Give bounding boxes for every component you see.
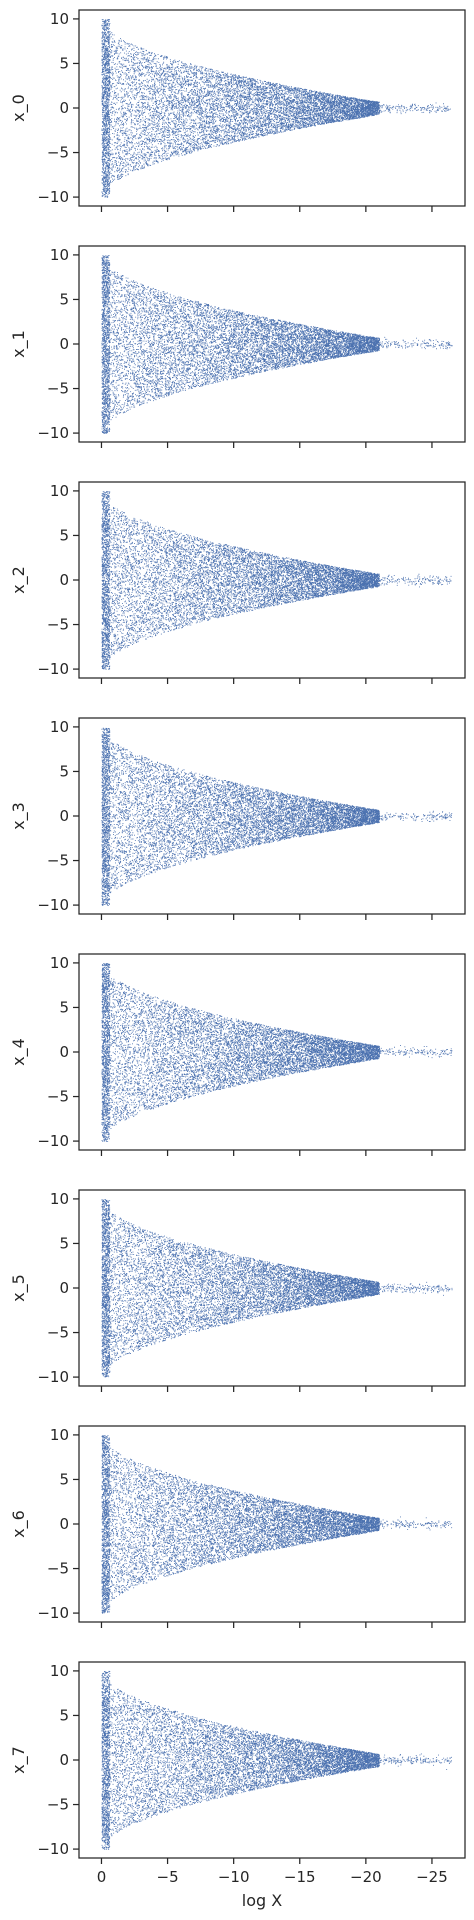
point-cloud <box>101 963 453 1142</box>
y-tick-label: −10 <box>37 1604 69 1622</box>
y-tick-label: 5 <box>59 290 69 308</box>
y-axis-label: x_4 <box>9 1038 29 1066</box>
y-tick-label: 5 <box>59 998 69 1016</box>
y-tick-label: 10 <box>50 1190 69 1208</box>
y-axis-label: x_0 <box>9 94 29 122</box>
y-tick-label: 5 <box>59 1234 69 1252</box>
y-axis-label: x_2 <box>9 566 29 594</box>
x-axis-label: log X <box>242 1891 282 1910</box>
scatter-points <box>101 1670 452 1850</box>
panel-x_5: 10 5 0 −5 −10 x_5 <box>9 1189 466 1392</box>
y-tick-label: −5 <box>47 1560 69 1578</box>
panel-x_6: 10 5 0 −5 −10 x_6 <box>9 1425 466 1628</box>
y-tick-label: −5 <box>47 380 69 398</box>
y-tick-label: 0 <box>59 1751 69 1769</box>
y-tick-label: −10 <box>37 1368 69 1386</box>
point-cloud <box>101 491 452 670</box>
x-tick-label: −15 <box>284 1868 316 1886</box>
y-tick-label: 0 <box>59 807 69 825</box>
y-axis-label: x_3 <box>9 802 29 830</box>
y-tick-label: −5 <box>47 616 69 634</box>
axes-frame <box>78 717 466 915</box>
x-tick-label: 0 <box>97 1868 107 1886</box>
y-tick-label: 5 <box>59 54 69 72</box>
y-tick-label: −5 <box>47 1796 69 1814</box>
panel-x_4: 10 5 0 −5 −10 x_4 <box>9 953 466 1156</box>
y-axis-label: x_5 <box>9 1274 29 1302</box>
y-tick-label: −5 <box>47 144 69 162</box>
y-tick-label: 10 <box>50 246 69 264</box>
scatter-points <box>101 491 452 670</box>
y-tick-label: 0 <box>59 99 69 117</box>
panel-x_3: 10 5 0 −5 −10 x_3 <box>9 717 466 920</box>
y-tick-label: −10 <box>37 660 69 678</box>
y-tick-label: 0 <box>59 1279 69 1297</box>
y-tick-label: 5 <box>59 1706 69 1724</box>
y-tick-label: 0 <box>59 571 69 589</box>
y-tick-label: −10 <box>37 424 69 442</box>
y-tick-label: −5 <box>47 1088 69 1106</box>
y-tick-label: 10 <box>50 482 69 500</box>
scatter-points <box>101 727 453 906</box>
y-tick-label: 10 <box>50 718 69 736</box>
scatter-points <box>101 1199 453 1378</box>
x-tick-label: −25 <box>416 1868 448 1886</box>
scatter-points <box>101 255 453 434</box>
y-tick-label: −10 <box>37 896 69 914</box>
point-cloud <box>101 1435 453 1614</box>
point-cloud <box>101 1199 453 1378</box>
y-tick-label: −10 <box>37 1840 69 1858</box>
y-tick-label: 10 <box>50 1662 69 1680</box>
y-tick-label: 10 <box>50 1426 69 1444</box>
y-tick-label: 0 <box>59 1043 69 1061</box>
y-tick-label: 5 <box>59 526 69 544</box>
y-tick-label: −5 <box>47 1324 69 1342</box>
y-tick-label: 10 <box>50 954 69 972</box>
scatter-points <box>101 1435 453 1614</box>
y-tick-label: 5 <box>59 1470 69 1488</box>
y-tick-label: −5 <box>47 852 69 870</box>
point-cloud <box>101 19 451 198</box>
y-tick-label: −10 <box>37 1132 69 1150</box>
panel-x_1: 10 5 0 −5 −10 x_1 <box>9 245 466 448</box>
point-cloud <box>101 1670 452 1850</box>
scatter-points <box>101 19 451 198</box>
point-cloud <box>101 727 453 906</box>
y-tick-label: 0 <box>59 335 69 353</box>
panel-x_0: 10 5 0 −5 −10 x_0 <box>9 9 466 212</box>
y-tick-label: 10 <box>50 10 69 28</box>
y-axis-label: x_1 <box>9 330 29 358</box>
scatter-points <box>101 963 453 1142</box>
y-axis-label: x_7 <box>9 1746 29 1774</box>
x-tick-label: −10 <box>218 1868 250 1886</box>
point-cloud <box>101 255 453 434</box>
y-axis-label: x_6 <box>9 1510 29 1538</box>
x-tick-label: −5 <box>157 1868 179 1886</box>
y-tick-label: −10 <box>37 188 69 206</box>
panel-x_2: 10 5 0 −5 −10 x_2 <box>9 481 466 684</box>
y-tick-label: 0 <box>59 1515 69 1533</box>
y-tick-label: 5 <box>59 762 69 780</box>
x-tick-label: −20 <box>350 1868 382 1886</box>
